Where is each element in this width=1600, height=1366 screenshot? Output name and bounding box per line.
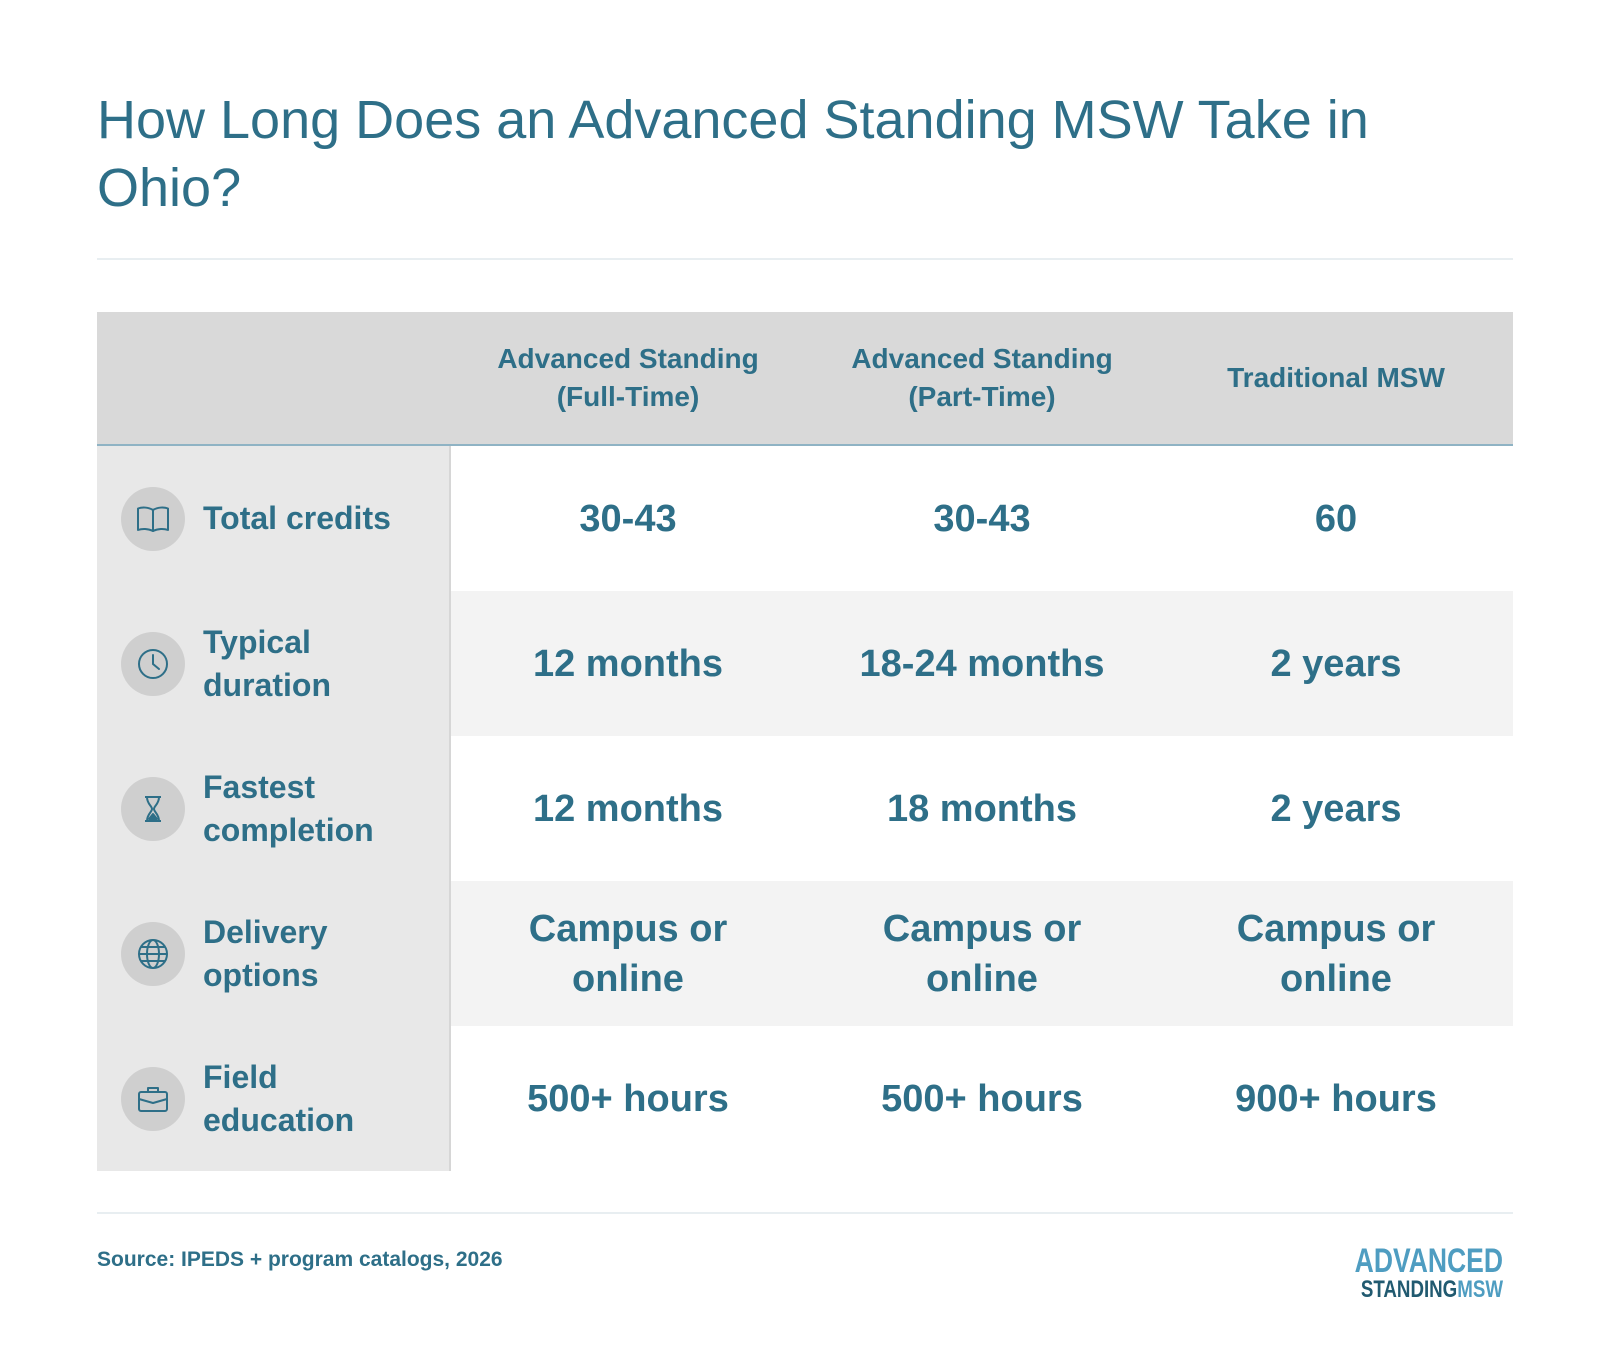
clock-icon: [121, 631, 185, 696]
table-cell: Campus or online: [451, 881, 805, 1026]
row-label-cell: Total credits: [97, 446, 451, 591]
column-header-traditional: Traditional MSW: [1227, 362, 1445, 393]
book-icon: [121, 486, 185, 551]
column-header-full-time: Advanced Standing (Full-Time): [497, 343, 759, 412]
table-cell: 2 years: [1159, 591, 1513, 736]
table-cell: Campus or online: [1159, 881, 1513, 1026]
table-cell: Campus or online: [805, 881, 1159, 1026]
row-label: Typical duration: [203, 623, 331, 703]
row-label-cell: Field education: [97, 1026, 451, 1171]
header-corner: [97, 312, 451, 444]
row-label-cell: Typical duration: [97, 591, 451, 736]
table-cell: 900+ hours: [1159, 1026, 1513, 1171]
table-cell: 2 years: [1159, 736, 1513, 881]
table-cell: 18 months: [805, 736, 1159, 881]
table-cell: 30-43: [805, 446, 1159, 591]
table-cell: 60: [1159, 446, 1513, 591]
table-cell: 500+ hours: [451, 1026, 805, 1171]
bottom-divider: [97, 1212, 1513, 1214]
table-row: Typical duration 12 months 18-24 months …: [97, 591, 1513, 736]
logo-line-2: STANDINGMSW: [1347, 1277, 1503, 1303]
row-label: Fastest completion: [203, 768, 374, 848]
table-header-row: Advanced Standing (Full-Time) Advanced S…: [97, 312, 1513, 446]
hourglass-icon: [121, 776, 185, 841]
table-cell: 12 months: [451, 736, 805, 881]
row-label-cell: Delivery options: [97, 881, 451, 1026]
comparison-table: Advanced Standing (Full-Time) Advanced S…: [97, 312, 1513, 1171]
brand-logo: ADVANCED STANDINGMSW: [1303, 1242, 1503, 1303]
table-row: Delivery options Campus or online Campus…: [97, 881, 1513, 1026]
row-label: Total credits: [203, 500, 391, 536]
logo-msw: MSW: [1457, 1276, 1503, 1303]
table-cell: 18-24 months: [805, 591, 1159, 736]
logo-line-1: ADVANCED: [1354, 1242, 1503, 1280]
table-row: Field education 500+ hours 500+ hours 90…: [97, 1026, 1513, 1171]
table-cell: 500+ hours: [805, 1026, 1159, 1171]
row-label-cell: Fastest completion: [97, 736, 451, 881]
row-label: Delivery options: [203, 913, 328, 993]
table-cell: 30-43: [451, 446, 805, 591]
table-cell: 12 months: [451, 591, 805, 736]
source-note: Source: IPEDS + program catalogs, 2026: [97, 1248, 503, 1271]
briefcase-icon: [121, 1066, 185, 1131]
row-label: Field education: [203, 1058, 355, 1138]
page-title: How Long Does an Advanced Standing MSW T…: [97, 90, 1369, 218]
column-header-part-time: Advanced Standing (Part-Time): [851, 343, 1113, 412]
globe-icon: [121, 921, 185, 986]
logo-standing: STANDING: [1360, 1276, 1458, 1303]
table-row: Total credits 30-43 30-43 60: [97, 446, 1513, 591]
table-row: Fastest completion 12 months 18 months 2…: [97, 736, 1513, 881]
top-divider: [97, 258, 1513, 260]
